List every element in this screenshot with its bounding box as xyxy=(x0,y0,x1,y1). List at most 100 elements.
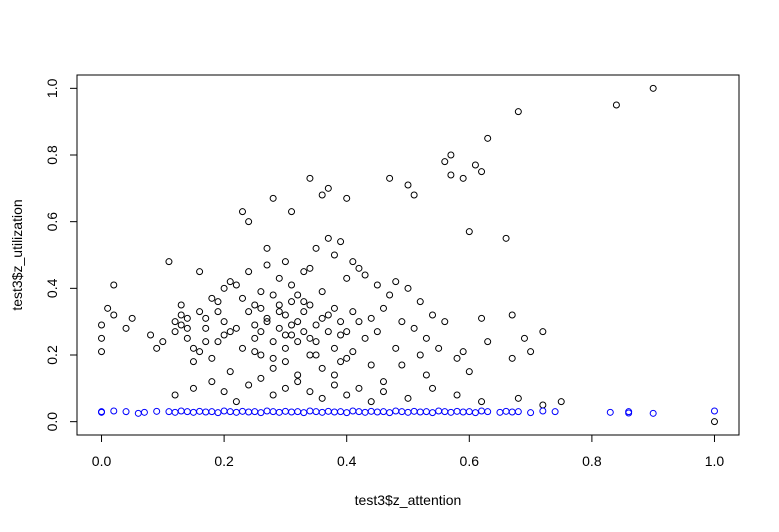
data-point xyxy=(330,304,338,312)
data-point-blue xyxy=(349,407,357,415)
data-point-blue xyxy=(220,407,228,415)
y-tick-label: 0.2 xyxy=(44,345,60,365)
data-point xyxy=(128,314,136,322)
data-point xyxy=(281,258,289,266)
data-point xyxy=(306,334,314,342)
data-point-blue xyxy=(239,407,246,415)
data-point xyxy=(355,318,363,326)
data-point xyxy=(196,268,204,276)
data-point xyxy=(104,304,112,312)
data-point xyxy=(196,348,204,356)
data-point-blue xyxy=(202,408,210,416)
y-tick-label: 1.0 xyxy=(44,78,60,98)
data-point xyxy=(379,304,387,312)
data-point-blue xyxy=(496,408,504,416)
data-point-blue xyxy=(367,407,375,415)
data-point xyxy=(245,381,253,389)
data-point xyxy=(245,218,253,226)
data-point-blue xyxy=(502,407,510,415)
data-point-blue xyxy=(189,408,197,416)
data-point xyxy=(471,161,479,169)
data-point xyxy=(306,301,314,309)
data-point xyxy=(465,228,473,236)
data-point xyxy=(257,328,265,336)
data-point xyxy=(392,278,400,286)
data-point xyxy=(410,324,418,332)
data-point xyxy=(281,358,289,366)
data-point-blue xyxy=(539,407,547,415)
data-point xyxy=(239,294,246,302)
data-point xyxy=(318,288,326,296)
data-point xyxy=(373,281,381,289)
data-point xyxy=(478,168,486,176)
data-point-blue xyxy=(183,408,191,416)
data-point-blue xyxy=(165,408,173,416)
data-point xyxy=(269,364,277,372)
data-point-blue xyxy=(649,409,657,417)
data-point xyxy=(281,384,289,392)
data-point-blue xyxy=(134,409,142,417)
x-tick-label: 1.0 xyxy=(705,453,725,469)
data-point-blue xyxy=(361,408,369,416)
data-point xyxy=(159,338,167,346)
data-point xyxy=(294,291,302,299)
data-point-blue xyxy=(122,408,130,416)
data-point-blue xyxy=(153,407,161,415)
data-point-blue xyxy=(373,408,381,416)
data-point xyxy=(410,191,418,199)
data-point-blue xyxy=(214,409,222,417)
x-tick-label: 0.0 xyxy=(92,453,112,469)
data-point xyxy=(453,391,461,399)
data-point xyxy=(343,354,351,362)
data-point xyxy=(98,348,106,356)
data-point xyxy=(367,361,375,369)
data-point-blue xyxy=(177,407,185,415)
x-axis: 0.0 0.2 0.4 0.6 0.8 1.0 xyxy=(92,434,725,469)
data-point xyxy=(459,174,467,182)
data-point-blue xyxy=(196,407,204,415)
data-point xyxy=(429,311,437,319)
data-point xyxy=(520,334,528,342)
data-point xyxy=(165,258,173,266)
data-point xyxy=(312,244,320,252)
data-point xyxy=(281,344,289,352)
data-point xyxy=(710,418,718,426)
data-point xyxy=(177,311,185,319)
data-point-blue xyxy=(232,408,240,416)
data-point xyxy=(122,324,130,332)
data-point xyxy=(232,281,240,289)
data-point-blue xyxy=(478,407,486,415)
data-point-blue xyxy=(281,407,289,415)
data-point xyxy=(147,331,155,339)
data-point xyxy=(220,284,228,292)
data-point-blue xyxy=(98,408,106,416)
data-point-blue xyxy=(422,408,430,416)
data-point xyxy=(318,364,326,372)
data-point xyxy=(612,101,620,109)
plot-frame xyxy=(76,74,740,436)
data-point xyxy=(318,314,326,322)
data-point xyxy=(312,321,320,329)
data-point xyxy=(361,334,369,342)
data-point xyxy=(214,298,222,306)
data-point xyxy=(355,384,363,392)
data-point xyxy=(324,311,332,319)
data-point xyxy=(386,291,394,299)
data-point xyxy=(202,324,210,332)
data-point xyxy=(441,318,449,326)
data-point xyxy=(263,318,271,326)
data-point xyxy=(343,328,351,336)
data-point-blue xyxy=(710,407,718,415)
data-point xyxy=(404,284,412,292)
data-point xyxy=(300,308,308,316)
data-point-blue xyxy=(110,407,118,415)
data-point xyxy=(508,311,516,319)
data-point xyxy=(98,334,106,342)
data-point-blue xyxy=(514,408,522,416)
data-point xyxy=(288,331,296,339)
data-point-blue xyxy=(171,408,179,416)
data-point-blue xyxy=(527,409,535,417)
data-point xyxy=(416,298,424,306)
data-point-blue xyxy=(465,408,473,416)
data-point xyxy=(245,268,253,276)
